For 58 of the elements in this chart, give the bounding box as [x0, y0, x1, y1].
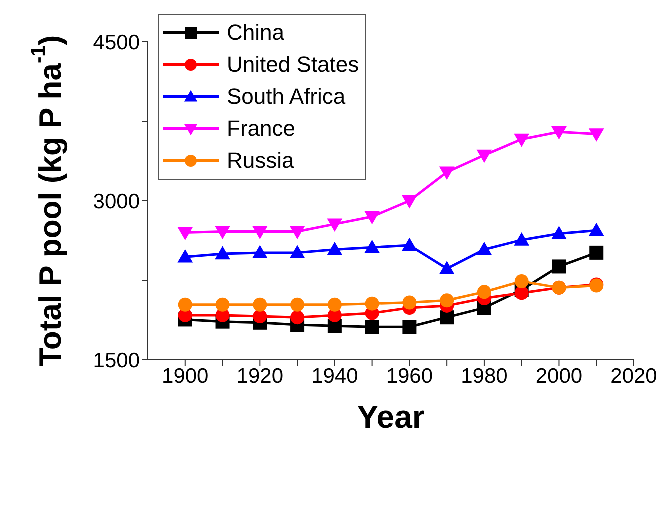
point: [588, 128, 604, 142]
x-tick-label: 2020: [610, 364, 658, 388]
point: [252, 245, 268, 259]
legend-label: China: [227, 20, 284, 46]
point: [327, 242, 343, 256]
point: [402, 195, 418, 209]
legend-label: South Africa: [227, 84, 346, 110]
x-tick-label: 1940: [312, 364, 358, 388]
point: [364, 240, 380, 254]
point: [215, 246, 230, 260]
point: [476, 242, 492, 256]
point: [364, 211, 380, 225]
point: [365, 296, 380, 311]
x-tick-label: 1920: [236, 364, 284, 388]
point: [253, 310, 268, 324]
point: [253, 298, 268, 312]
x-tick-label: 1960: [386, 364, 434, 388]
y-tick-label: 3000: [93, 190, 140, 214]
y-tick-label: 1500: [93, 349, 140, 372]
point: [439, 166, 455, 180]
point: [215, 226, 230, 240]
point: [290, 298, 305, 312]
point: [476, 150, 492, 164]
point: [402, 320, 417, 334]
point: [552, 260, 566, 274]
point: [440, 310, 454, 325]
x-tick-label: 1980: [461, 364, 508, 388]
point: [216, 298, 230, 312]
point: [552, 226, 567, 240]
x-axis-title: Year: [357, 399, 425, 435]
point: [290, 245, 306, 259]
point: [252, 226, 268, 240]
point: [178, 249, 194, 263]
point: [477, 285, 492, 300]
legend-label: France: [227, 116, 296, 142]
point: [327, 218, 343, 232]
point: [439, 261, 455, 274]
point: [514, 134, 530, 148]
x-tick-label: 1900: [162, 364, 209, 388]
point: [440, 294, 454, 308]
point: [514, 274, 529, 289]
legend-label: Russia: [227, 148, 294, 174]
point: [514, 286, 529, 300]
point: [552, 126, 567, 140]
point: [178, 298, 192, 312]
point: [402, 296, 417, 310]
point: [178, 227, 194, 240]
point: [590, 246, 604, 260]
point: [588, 222, 604, 236]
y-tick-label: 4500: [93, 31, 140, 54]
point: [365, 320, 380, 334]
point: [290, 226, 306, 240]
point: [402, 238, 418, 252]
legend-label: United States: [227, 52, 360, 78]
point: [290, 310, 305, 325]
point: [514, 232, 530, 246]
point: [328, 298, 342, 312]
x-tick-label: 2000: [536, 364, 583, 388]
